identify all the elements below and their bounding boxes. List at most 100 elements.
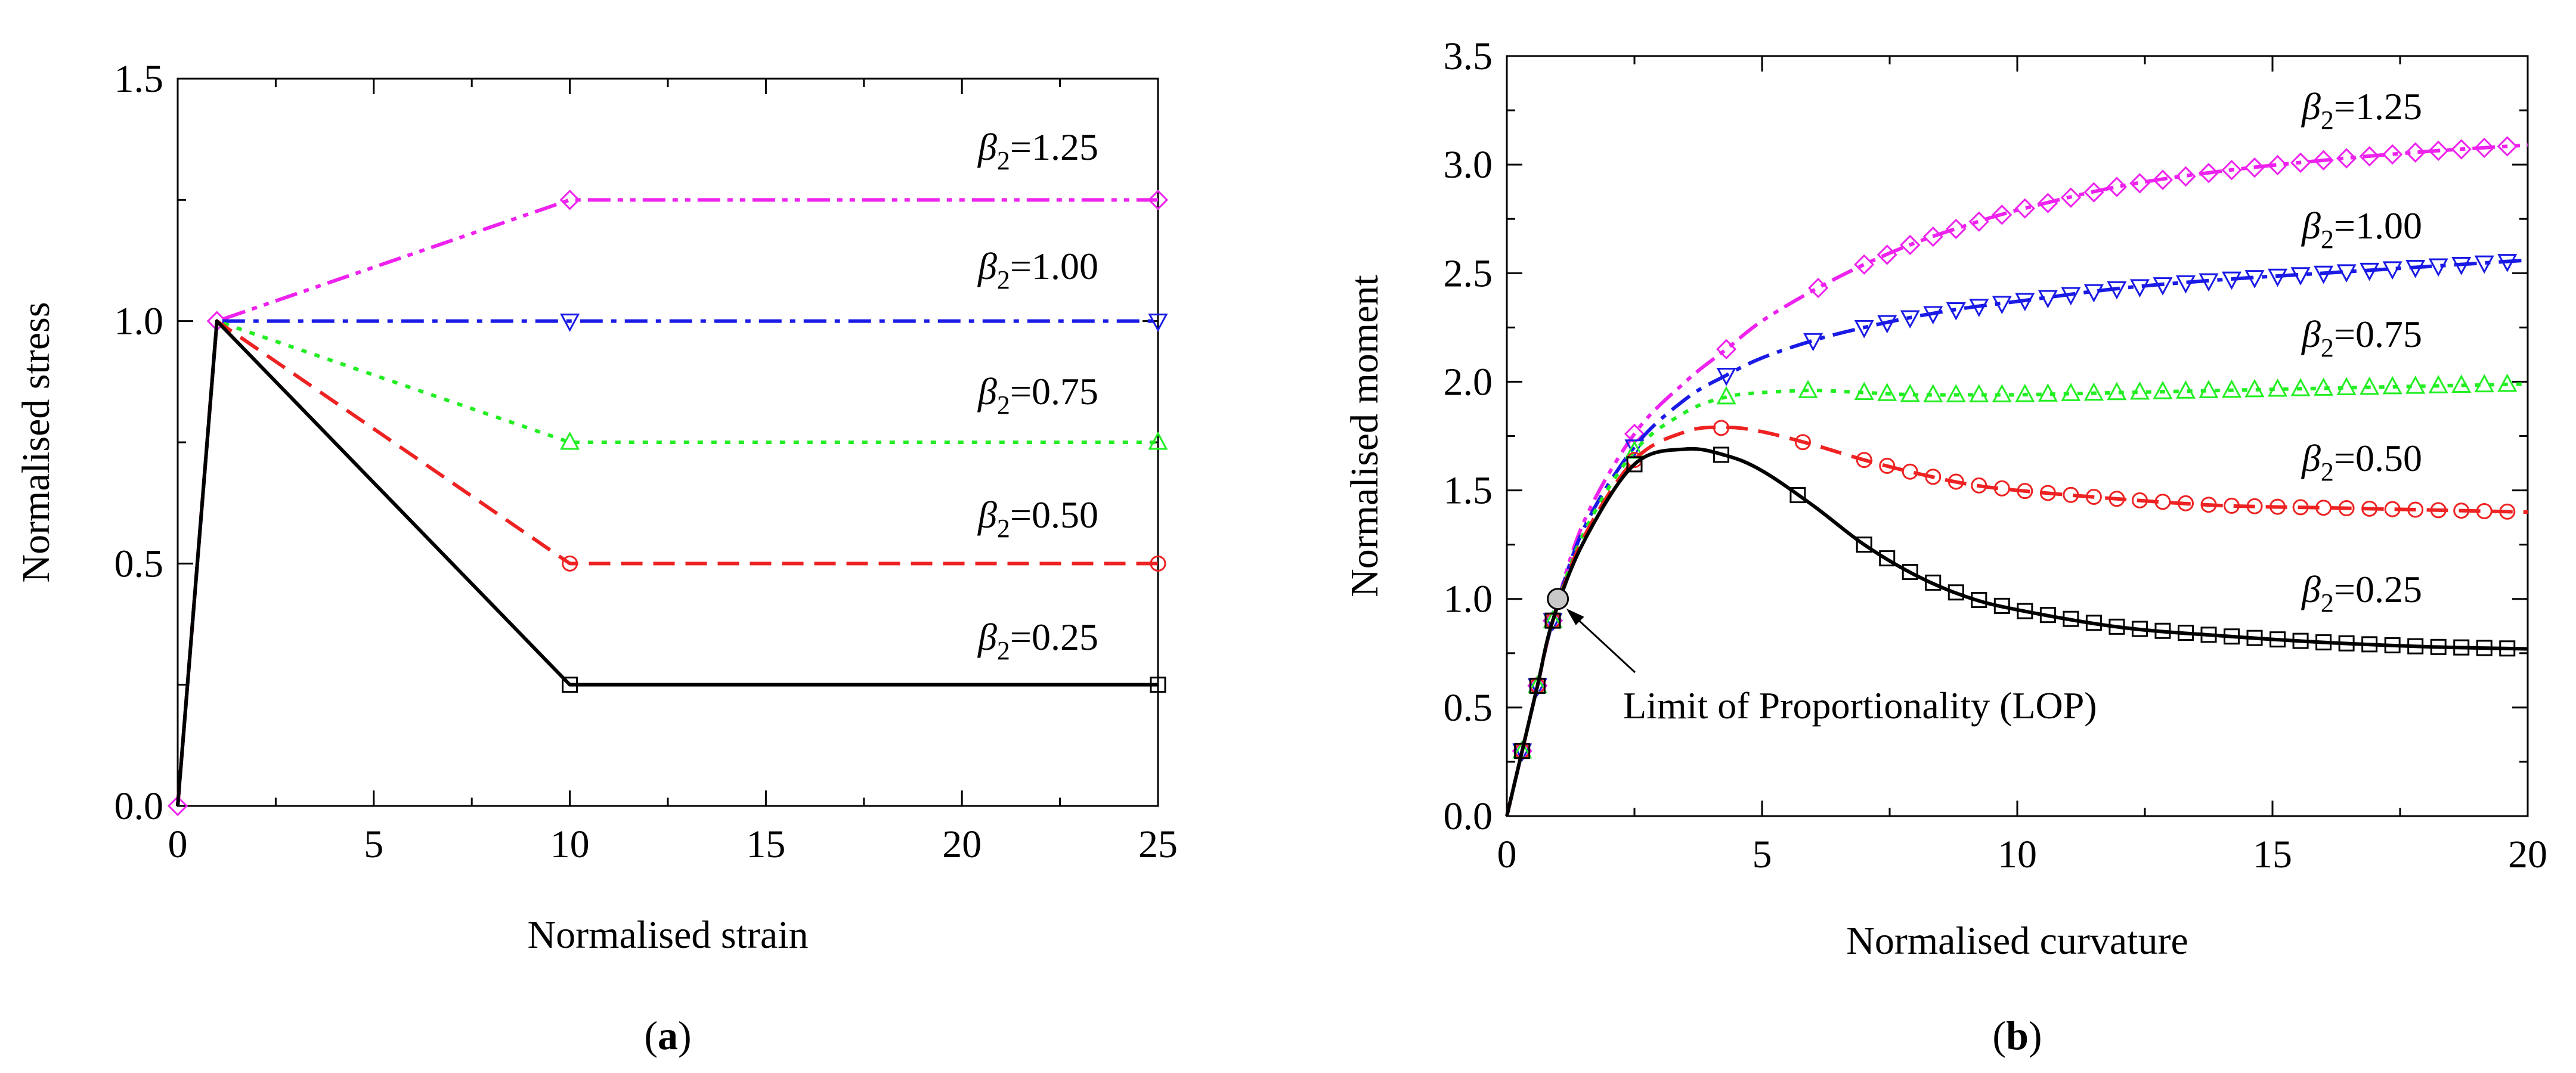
marker-beta_0.75 xyxy=(1877,383,1897,401)
plot-frame xyxy=(177,77,1159,807)
curve-label-symbol: β xyxy=(977,245,997,287)
curve-label-symbol: β xyxy=(2301,568,2321,610)
curve-label-value: =1.00 xyxy=(1010,245,1098,287)
curve-label-value: =0.50 xyxy=(2334,437,2422,479)
caption-open: ( xyxy=(1992,1013,2006,1058)
x-axis-title: Normalised curvature xyxy=(1846,919,2188,963)
curve-label-symbol: β xyxy=(977,370,997,413)
marker-beta_1.00 xyxy=(560,314,580,332)
marker-beta_0.25 xyxy=(2384,637,2401,653)
marker-beta_0.75 xyxy=(2268,378,2288,397)
marker-beta_0.25 xyxy=(2224,628,2240,645)
x-tick-label: 20 xyxy=(942,823,982,866)
curve-label-subscript: 2 xyxy=(997,390,1010,420)
marker-beta_1.00 xyxy=(2268,268,2288,287)
x-tick-label: 5 xyxy=(364,823,383,866)
panel-b-chart: 0 5 10 15 20 0.0 0.5 1.0 1.5 2.0 2.5 3.0 3.5 Normalis… xyxy=(1343,35,2547,1058)
marker-beta_0.50 xyxy=(1993,480,2010,497)
curve-label-beta_0.50: β2=0.50 xyxy=(977,494,1098,543)
y-axis-title: Normalised stress xyxy=(14,302,58,582)
y-tick-label: 1.5 xyxy=(114,57,164,101)
marker-beta_0.75 xyxy=(1798,380,1818,398)
curve-label-symbol: β xyxy=(2301,85,2321,128)
marker-beta_0.25 xyxy=(2476,640,2493,656)
marker-beta_0.25 xyxy=(2292,632,2309,649)
marker-beta_0.50 xyxy=(1925,469,1942,485)
marker-beta_0.75 xyxy=(2336,377,2357,396)
marker-beta_0.50 xyxy=(2384,501,2401,517)
marker-beta_0.75 xyxy=(1148,431,1168,450)
marker-beta_0.75 xyxy=(1900,383,1920,402)
marker-beta_0.25 xyxy=(1626,456,1643,473)
marker-beta_0.75 xyxy=(2428,375,2448,393)
marker-beta_0.25 xyxy=(2200,627,2217,643)
marker-beta_0.25 xyxy=(2338,635,2355,652)
marker-beta_1.00 xyxy=(1923,306,1943,325)
marker-beta_0.25 xyxy=(1544,612,1561,629)
curve-label-beta_0.75: β2=0.75 xyxy=(977,370,1098,420)
y-tick-label: 2.0 xyxy=(1444,360,1493,404)
marker-beta_0.75 xyxy=(2497,373,2518,392)
marker-beta_0.50 xyxy=(1902,463,1918,480)
x-tick-label: 10 xyxy=(1998,833,2037,876)
marker-beta_0.25 xyxy=(2315,634,2332,651)
marker-beta_0.75 xyxy=(1854,382,1874,401)
marker-beta_0.25 xyxy=(2361,636,2378,653)
marker-beta_0.75 xyxy=(2038,383,2058,402)
marker-beta_0.50 xyxy=(2017,483,2033,500)
marker-beta_0.50 xyxy=(2154,494,2171,510)
caption-close: ) xyxy=(678,1013,692,1058)
marker-beta_0.75 xyxy=(2405,375,2426,394)
y-tick-label: 0.5 xyxy=(1444,686,1493,730)
marker-beta_1.25 xyxy=(2221,160,2242,181)
curve-label-subscript: 2 xyxy=(2321,588,2334,618)
curve-label-subscript: 2 xyxy=(2321,333,2334,362)
marker-beta_1.25 xyxy=(2359,146,2380,167)
marker-beta_1.00 xyxy=(1716,368,1736,386)
marker-beta_0.25 xyxy=(2270,631,2286,648)
curve-label-value: =1.25 xyxy=(1010,126,1098,168)
marker-beta_0.25 xyxy=(1789,487,1806,504)
marker-beta_1.25 xyxy=(1716,339,1737,359)
series-line-beta_0.50 xyxy=(1505,425,2528,817)
annotation-text: Limit of Proportionality (LOP) xyxy=(1623,684,2097,727)
marker-beta_0.75 xyxy=(2153,380,2173,399)
marker-beta_0.75 xyxy=(2360,376,2380,395)
curve-label-beta_0.25: β2=0.25 xyxy=(2301,568,2422,618)
marker-beta_1.25 xyxy=(2060,187,2082,208)
marker-beta_0.50 xyxy=(2361,500,2378,517)
curve-label-subscript: 2 xyxy=(2321,457,2334,486)
marker-beta_0.25 xyxy=(2085,615,2102,631)
marker-beta_1.00 xyxy=(2336,264,2357,283)
series-group xyxy=(167,190,1169,817)
marker-beta_0.50 xyxy=(2476,503,2493,519)
marker-beta_1.25 xyxy=(2382,144,2403,165)
series-line-beta_0.25 xyxy=(176,319,1158,807)
curve-label-beta_0.75: β2=0.75 xyxy=(2301,313,2422,362)
caption-open: ( xyxy=(644,1013,658,1058)
marker-beta_0.25 xyxy=(2453,639,2470,656)
marker-beta_0.50 xyxy=(1150,555,1166,572)
y-tick-label: 1.0 xyxy=(114,300,164,343)
marker-beta_0.50 xyxy=(2499,503,2516,520)
x-tick-label: 0 xyxy=(168,823,188,866)
marker-beta_0.25 xyxy=(1529,677,1546,694)
marker-beta_0.75 xyxy=(2244,379,2265,398)
marker-beta_1.25 xyxy=(1968,211,1989,232)
marker-beta_1.00 xyxy=(2175,275,2196,294)
x-tick-label: 10 xyxy=(550,823,590,866)
marker-beta_0.25 xyxy=(2430,638,2447,655)
curve-label-symbol: β xyxy=(2301,437,2321,479)
marker-beta_0.75 xyxy=(2451,374,2472,393)
marker-beta_0.75 xyxy=(2474,374,2494,393)
marker-beta_1.00 xyxy=(2153,277,2173,296)
marker-beta_0.75 xyxy=(2083,382,2104,401)
marker-beta_0.75 xyxy=(1716,386,1736,405)
marker-beta_0.50 xyxy=(1971,477,1987,494)
marker-beta_0.50 xyxy=(2315,500,2332,516)
y-tick-label: 3.0 xyxy=(1444,143,1493,187)
marker-beta_1.00 xyxy=(1992,296,2012,315)
curve-label-subscript: 2 xyxy=(997,636,1010,665)
annotation-arrow-line xyxy=(1569,611,1636,674)
marker-beta_1.25 xyxy=(2497,136,2518,157)
